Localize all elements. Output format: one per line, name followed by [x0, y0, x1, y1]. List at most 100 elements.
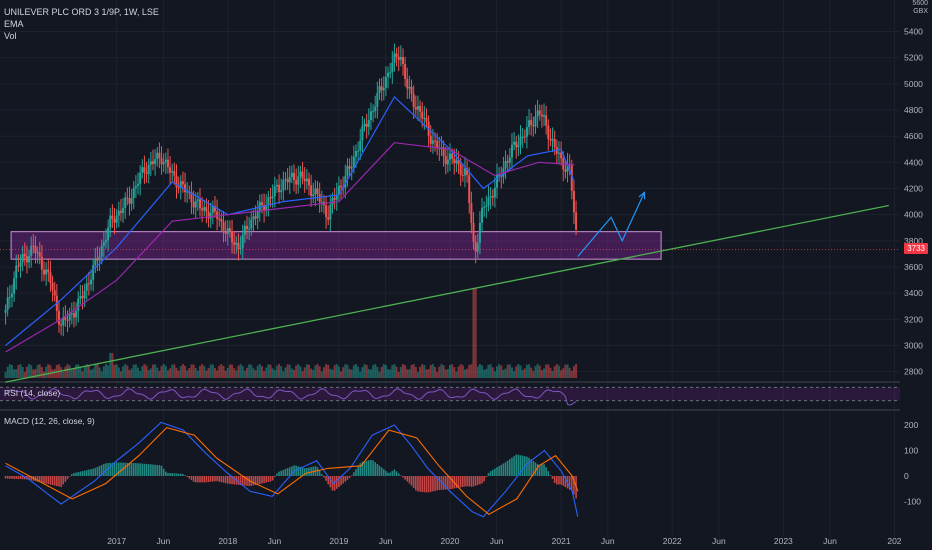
- candle-body: [149, 161, 152, 165]
- macd-histogram-bar: [130, 462, 133, 476]
- macd-histogram-bar: [165, 471, 167, 476]
- candle-body: [575, 212, 578, 230]
- volume-bar: [149, 368, 152, 378]
- candle-body: [318, 193, 321, 203]
- candle-body: [320, 201, 323, 203]
- trendline[interactable]: [5, 204, 890, 383]
- symbol-title[interactable]: UNILEVER PLC ORD 3 1/9P, 1W, LSE: [4, 7, 159, 17]
- candle-body: [169, 167, 172, 173]
- macd-histogram-bar: [197, 476, 199, 483]
- macd-histogram-bar: [186, 476, 188, 477]
- macd-label[interactable]: MACD (12, 26, close, 9): [4, 416, 95, 426]
- macd-histogram-bar: [207, 476, 210, 483]
- candle-body: [419, 106, 422, 112]
- volume-bar: [335, 364, 338, 378]
- volume-bar: [318, 366, 321, 378]
- volume-bar: [333, 365, 336, 378]
- volume-bar: [130, 368, 133, 378]
- macd-histogram-bar: [41, 476, 43, 483]
- candle-body: [96, 257, 99, 261]
- volume-bar: [401, 364, 404, 378]
- projection-arrow[interactable]: [577, 192, 645, 257]
- macd-histogram-bar: [327, 476, 330, 485]
- volume-bar: [354, 364, 357, 378]
- volume-bar: [406, 369, 409, 378]
- macd-histogram-bar: [28, 476, 30, 480]
- candle-body: [397, 56, 400, 60]
- macd-histogram-bar: [216, 476, 218, 482]
- volume-bar: [90, 369, 93, 378]
- macd-histogram-bar: [49, 476, 52, 485]
- candle-body: [350, 167, 353, 169]
- volume-bar: [528, 364, 531, 378]
- macd-histogram-bar: [4, 476, 7, 479]
- volume-bar: [4, 372, 7, 378]
- macd-histogram-bar: [184, 475, 186, 476]
- macd-histogram-bar: [393, 469, 396, 476]
- time-axis[interactable]: 2017 Jun 2018 Jun 2019 Jun 2020 Jun 2021 Jun 2022 J…: [107, 536, 902, 546]
- volume-bar: [169, 368, 172, 378]
- volume-bar: [145, 365, 148, 378]
- candle-body: [173, 171, 176, 176]
- volume-bar: [216, 370, 219, 378]
- candle-body: [374, 106, 377, 112]
- macd-histogram-bar: [17, 476, 20, 480]
- volume-bar: [513, 371, 516, 378]
- volume-bar: [359, 371, 362, 378]
- macd-histogram-bar: [485, 476, 488, 478]
- price-axis[interactable]: 2800 3000 3200 3400 3600 3800 4000 4200 4400 4600…: [900, 0, 932, 550]
- vol-legend[interactable]: Vol: [4, 31, 17, 41]
- volume-bar: [100, 371, 103, 378]
- volume-bar: [303, 367, 306, 378]
- candle-body: [508, 157, 511, 163]
- macd-histogram-bar: [517, 454, 520, 476]
- volume-bar: [449, 364, 451, 378]
- macd-histogram-bar: [273, 476, 276, 477]
- candle-body: [461, 174, 464, 176]
- volume-bar: [79, 367, 82, 378]
- volume-bar: [218, 365, 221, 378]
- candle-body: [21, 253, 24, 263]
- volume-bar: [468, 364, 471, 378]
- macd-histogram-bar: [472, 476, 475, 487]
- macd-histogram-bar: [385, 470, 387, 476]
- macd-histogram-bar: [509, 459, 511, 476]
- candle-body: [30, 245, 33, 256]
- volume-bar: [282, 371, 285, 378]
- candle-body: [115, 215, 118, 223]
- macd-histogram-bar: [412, 476, 415, 489]
- macd-histogram-bar: [423, 476, 426, 493]
- candle-body: [538, 110, 541, 115]
- candle-body: [543, 115, 546, 117]
- volume-bar: [408, 369, 411, 378]
- macd-histogram-bar: [320, 474, 323, 476]
- volume-bar: [111, 353, 114, 378]
- volume-bar: [109, 353, 112, 378]
- macd-histogram-bar: [218, 476, 221, 482]
- volume-bar: [158, 370, 161, 378]
- macd-histogram-bar: [449, 476, 451, 490]
- macd-histogram-bar: [145, 463, 148, 476]
- candle-body: [90, 279, 93, 285]
- macd-histogram-bar: [286, 468, 289, 476]
- time-tick: Jun: [823, 536, 837, 546]
- volume-bar: [442, 365, 445, 378]
- candle-body: [226, 228, 229, 234]
- volume-bar: [331, 369, 334, 378]
- volume-bar: [555, 364, 558, 378]
- volume-bar: [166, 370, 169, 378]
- macd-histogram-bar: [278, 471, 280, 476]
- candle-body: [357, 150, 360, 152]
- volume-bar: [329, 368, 332, 378]
- macd-histogram-bar: [23, 476, 26, 480]
- macd-histogram-bar: [468, 476, 471, 487]
- ema-legend[interactable]: EMA: [4, 19, 24, 29]
- candle-body: [547, 125, 550, 140]
- time-tick: Jun: [156, 536, 170, 546]
- volume-bar: [374, 364, 377, 378]
- candle-body: [530, 120, 533, 126]
- rsi-label[interactable]: RSI (14, close): [4, 388, 61, 398]
- volume-bar: [280, 366, 283, 378]
- volume-bar: [190, 364, 193, 378]
